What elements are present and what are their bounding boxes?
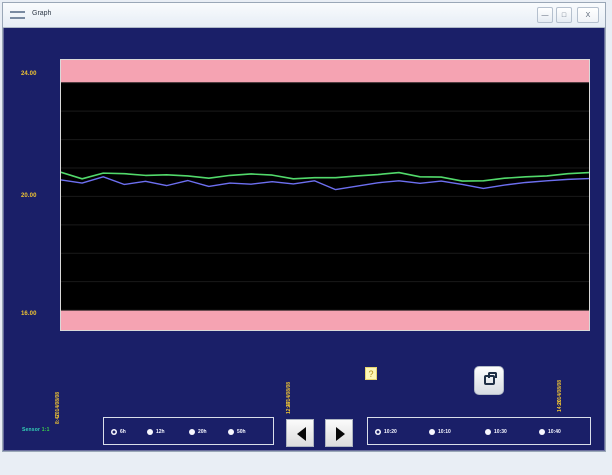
range-radio-label: 20h bbox=[198, 429, 207, 435]
y-axis-middle-label: 20.00 bbox=[21, 193, 37, 199]
plot-background bbox=[61, 60, 589, 330]
time-radio-icon[interactable] bbox=[375, 429, 381, 435]
time-radio-label: 10:30 bbox=[494, 429, 507, 435]
line-chart bbox=[60, 59, 590, 331]
next-button[interactable] bbox=[325, 419, 353, 447]
lower-limit-band bbox=[61, 310, 589, 330]
previous-button[interactable] bbox=[286, 419, 314, 447]
left-timestamp: 2014/08/08 8:47 bbox=[55, 392, 89, 475]
time-option-group: 10:20 10:10 10:30 10:40 bbox=[367, 417, 591, 445]
info-icon[interactable]: ? bbox=[365, 367, 377, 380]
left-timestamp-time: 8:47 bbox=[55, 413, 61, 424]
save-icon bbox=[484, 372, 497, 385]
save-button[interactable] bbox=[474, 366, 504, 395]
window-title: Graph bbox=[32, 10, 52, 17]
sensor-status-label: Sensor bbox=[22, 427, 41, 433]
time-radio-label: 10:10 bbox=[438, 429, 451, 435]
range-radio-label: 12h bbox=[156, 429, 165, 435]
right-timestamp-time: 14:20 bbox=[557, 399, 563, 412]
middle-timestamp-time: 12:47 bbox=[286, 401, 292, 414]
y-axis-top-label: 24.00 bbox=[21, 71, 37, 77]
range-radio-icon[interactable] bbox=[147, 429, 153, 435]
arrow-left-icon bbox=[297, 427, 306, 441]
sensor-status-value: 1:1 bbox=[41, 427, 50, 433]
time-radio-icon[interactable] bbox=[429, 429, 435, 435]
graph-window: Graph — □ X 24.00 20.00 16.00 2014/08/08… bbox=[2, 2, 606, 452]
range-radio-label: 50h bbox=[237, 429, 246, 435]
time-radio-icon[interactable] bbox=[485, 429, 491, 435]
sensor-status: Sensor 1:1 bbox=[22, 427, 50, 433]
time-radio-icon[interactable] bbox=[539, 429, 545, 435]
arrow-right-icon bbox=[336, 427, 345, 441]
range-radio-icon[interactable] bbox=[189, 429, 195, 435]
green-series-line bbox=[61, 171, 589, 182]
y-axis-bottom-label: 16.00 bbox=[21, 311, 37, 317]
range-radio-icon[interactable] bbox=[111, 429, 117, 435]
time-radio-label: 10:20 bbox=[384, 429, 397, 435]
upper-limit-band bbox=[61, 60, 589, 83]
graph-window-icon bbox=[10, 11, 25, 19]
time-radio-label: 10:40 bbox=[548, 429, 561, 435]
window-titlebar: Graph — □ X bbox=[3, 3, 605, 28]
close-button[interactable]: X bbox=[577, 7, 599, 23]
range-radio-label: 6h bbox=[120, 429, 126, 435]
blue-series-line bbox=[61, 176, 589, 191]
range-radio-icon[interactable] bbox=[228, 429, 234, 435]
minimize-button[interactable]: — bbox=[537, 7, 553, 23]
range-option-group: 6h 12h 20h 50h bbox=[103, 417, 274, 445]
maximize-button[interactable]: □ bbox=[556, 7, 572, 23]
